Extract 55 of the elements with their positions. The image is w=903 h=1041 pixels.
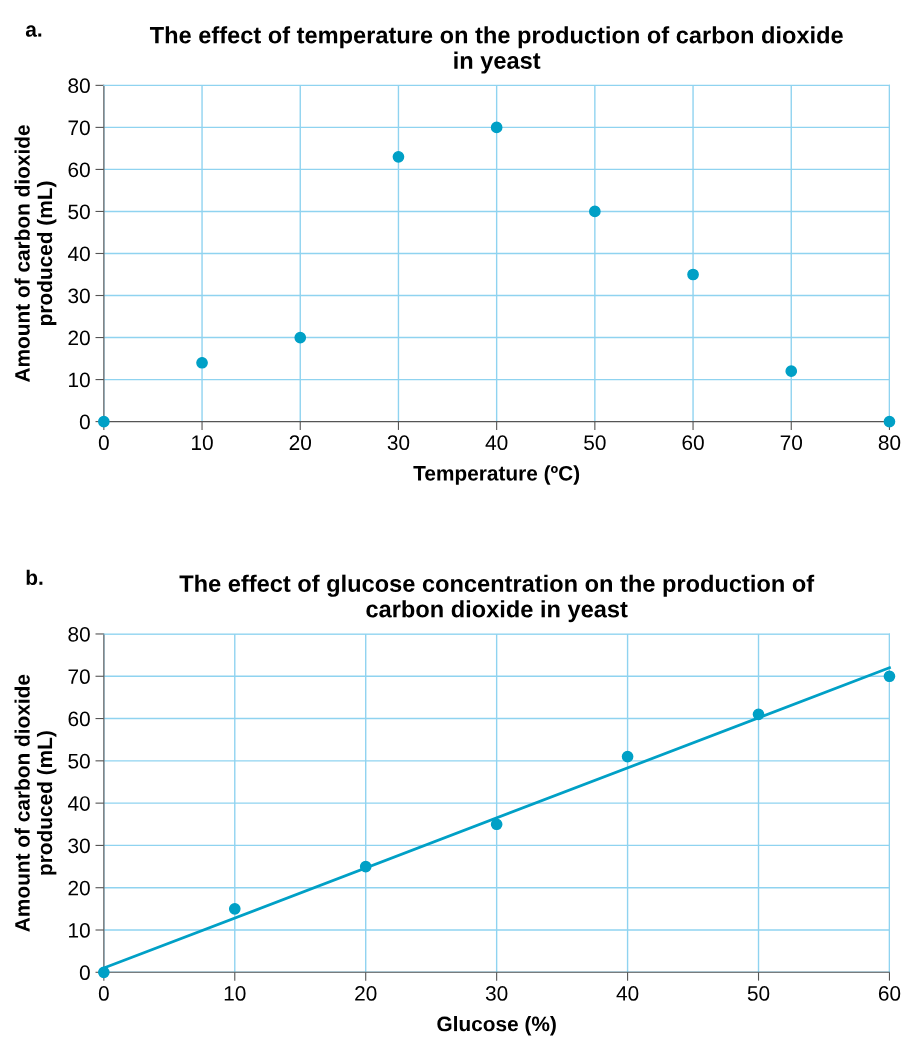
x-tick-label: 50	[584, 435, 606, 451]
point	[228, 903, 241, 915]
point	[883, 670, 896, 683]
y-tick-label: 20	[68, 330, 90, 346]
point	[359, 860, 372, 873]
y-tick-label: 60	[68, 162, 90, 178]
text: b.	[26, 569, 43, 585]
y-tick-label: 30	[68, 838, 90, 854]
y-tick-label: 20	[68, 880, 90, 896]
point	[196, 356, 208, 369]
point	[785, 365, 798, 378]
y-tick-label: 30	[68, 288, 90, 304]
y-tick-label: 50	[68, 204, 90, 220]
y-tick-label: 40	[67, 796, 90, 811]
x-tick-label: 80	[878, 435, 901, 451]
x-tick-label: 70	[780, 435, 803, 451]
x-tick-label: 30	[387, 435, 410, 451]
chart-title: The effect of glucose concentration on the production of carbon dioxide in yeast	[179, 574, 815, 623]
x-tick-label: 60	[878, 986, 901, 1001]
x-axis-title: Glucose (%)	[437, 1016, 556, 1036]
x-tick-label: 40	[616, 986, 639, 1001]
point	[490, 121, 503, 134]
x-axis-title: Temperature (ºC)	[413, 465, 580, 485]
y-tick-label: 50	[68, 753, 90, 769]
text: a.	[25, 25, 42, 37]
y-tick-label: 80	[68, 626, 90, 642]
point	[687, 268, 699, 281]
y-tick-label: 10	[69, 923, 90, 938]
y-tick-label: 70	[68, 669, 90, 685]
x-tick-label: 0	[98, 435, 109, 451]
point	[589, 205, 601, 218]
x-tick-label: 10	[192, 435, 213, 451]
y-tick-label: 0	[79, 414, 90, 430]
x-tick-label: 30	[485, 986, 508, 1001]
y-tick-label: 70	[68, 120, 90, 136]
x-tick-label: 60	[682, 435, 704, 451]
y-tick-label: 10	[69, 372, 90, 388]
point	[392, 150, 405, 163]
y-axis-title: Amount of carbon dioxide produced (mL)	[14, 125, 57, 383]
y-tick-label: 60	[68, 711, 90, 727]
x-tick-label: 20	[289, 435, 312, 451]
y-tick-label: 80	[68, 78, 90, 94]
x-tick-label: 50	[747, 986, 770, 1001]
point	[294, 331, 307, 344]
y-tick-label: 40	[67, 246, 90, 262]
point	[621, 750, 634, 763]
x-tick-label: 40	[485, 435, 508, 451]
point	[752, 708, 765, 721]
y-axis-title: Amount of carbon dioxide produced (mL)	[14, 674, 57, 932]
point	[490, 818, 503, 831]
y-tick-label: 0	[79, 965, 90, 981]
x-tick-label: 20	[355, 986, 377, 1001]
chart-title: The effect of temperature on the production of carbon dioxide in yeast	[149, 26, 843, 74]
x-tick-label: 0	[98, 986, 109, 1001]
x-tick-label: 10	[224, 986, 246, 1001]
